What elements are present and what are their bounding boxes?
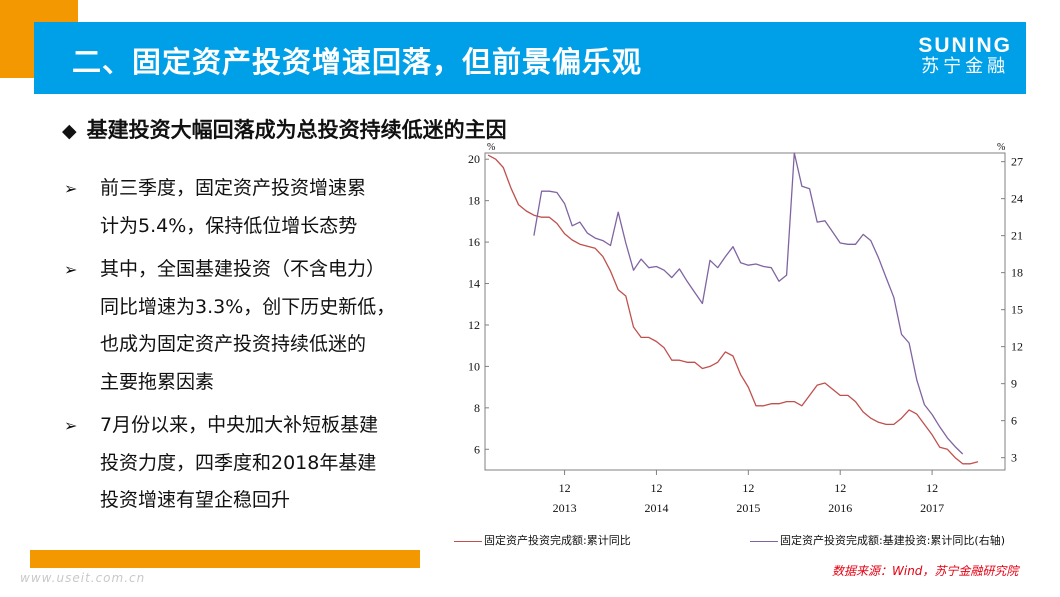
arrow-bullet-icon: ➢ [64,179,78,198]
bullet-item: ➢ 7月份以来，中央加大补短板基建 投资力度，四季度和2018年基建 投资增速有… [64,407,444,520]
left-tick-label: 12 [468,318,480,332]
right-tick-label: 24 [1011,192,1023,206]
bullet-line: 计为5.4%，保持低位增长态势 [100,214,358,237]
bottom-orange-bar [30,550,420,568]
x-year-label: 2016 [828,501,852,515]
x-year-label: 2013 [553,501,577,515]
bullet-list: ➢ 前三季度，固定资产投资增速累 计为5.4%，保持低位增长态势 ➢ 其中，全国… [64,170,444,526]
right-tick-label: 21 [1011,229,1023,243]
left-tick-label: 16 [468,235,480,249]
x-tick-label: 12 [650,481,662,495]
legend-item-infrastructure: 固定资产投资完成额:基建投资:累计同比(右轴) [750,532,1005,548]
right-tick-label: 6 [1011,414,1017,428]
logo-text-en: SUNING [918,34,1012,57]
bullet-item: ➢ 前三季度，固定资产投资增速累 计为5.4%，保持低位增长态势 [64,170,444,245]
left-axis-unit: % [487,142,495,153]
left-tick-label: 20 [468,152,480,166]
legend-label: 固定资产投资完成额:基建投资:累计同比(右轴) [780,534,1005,547]
right-axis-unit: % [997,142,1005,153]
right-tick-label: 27 [1011,155,1023,169]
bullet-line: 前三季度，固定资产投资增速累 [100,177,367,199]
x-year-label: 2015 [736,501,760,515]
left-tick-label: 10 [468,359,480,373]
left-tick-label: 14 [468,277,480,291]
x-year-label: 2017 [920,501,944,515]
bullet-line: 7月份以来，中央加大补短板基建 [100,414,379,436]
left-tick-label: 6 [474,442,480,456]
x-tick-label: 12 [834,481,846,495]
x-tick-label: 12 [559,481,571,495]
right-tick-label: 3 [1011,451,1017,465]
logo-text-cn: 苏宁金融 [921,56,1010,77]
data-source-note: 数据来源：Wind，苏宁金融研究院 [832,564,1019,578]
arrow-bullet-icon: ➢ [64,260,78,279]
diamond-icon: ◆ [62,120,77,142]
right-tick-label: 15 [1011,303,1023,317]
plot-frame [484,152,1006,471]
x-tick-label: 12 [742,481,754,495]
subheading-text: 基建投资大幅回落成为总投资持续低迷的主因 [86,118,507,142]
left-tick-label: 18 [468,194,480,208]
bullet-line: 投资力度，四季度和2018年基建 [100,451,377,474]
right-tick-label: 18 [1011,266,1023,280]
section-subheading: ◆ 基建投资大幅回落成为总投资持续低迷的主因 [62,114,507,144]
title-bar: 二、固定资产投资增速回落，但前景偏乐观 SUNING 苏宁金融 [34,22,1026,94]
watermark-text: www.useit.com.cn [20,571,146,585]
right-tick-label: 9 [1011,377,1017,391]
legend-swatch-purple [750,540,778,542]
legend-label: 固定资产投资完成额:累计同比 [484,534,631,547]
x-tick-label: 12 [926,481,938,495]
bullet-line: 主要拖累因素 [100,370,215,393]
x-year-label: 2014 [644,501,668,515]
bullet-line: 同比增速为3.3%，创下历史新低， [100,295,396,318]
left-tick-label: 8 [474,401,480,415]
right-tick-label: 12 [1011,340,1023,354]
series-line-infrastructure [533,152,964,455]
bullet-item: ➢ 其中，全国基建投资（不含电力） 同比增速为3.3%，创下历史新低， 也成为固… [64,251,444,401]
bullet-line: 也成为固定资产投资持续低迷的 [100,333,367,355]
suning-logo: SUNING 苏宁金融 [918,34,1012,77]
bullet-line: 投资增速有望企稳回升 [100,489,291,511]
series-line-total-fai [487,154,979,465]
legend-item-total: 固定资产投资完成额:累计同比 [454,532,631,548]
legend-swatch-red [454,540,482,542]
bullet-line: 其中，全国基建投资（不含电力） [100,258,386,280]
fixed-asset-investment-chart: 6 8 10 12 14 16 18 20% 3 6 9 12 15 18 21 24 27% 12 2013 12 2… [468,142,1023,515]
arrow-bullet-icon: ➢ [64,416,78,435]
page-title: 二、固定资产投资增速回落，但前景偏乐观 [72,45,643,79]
